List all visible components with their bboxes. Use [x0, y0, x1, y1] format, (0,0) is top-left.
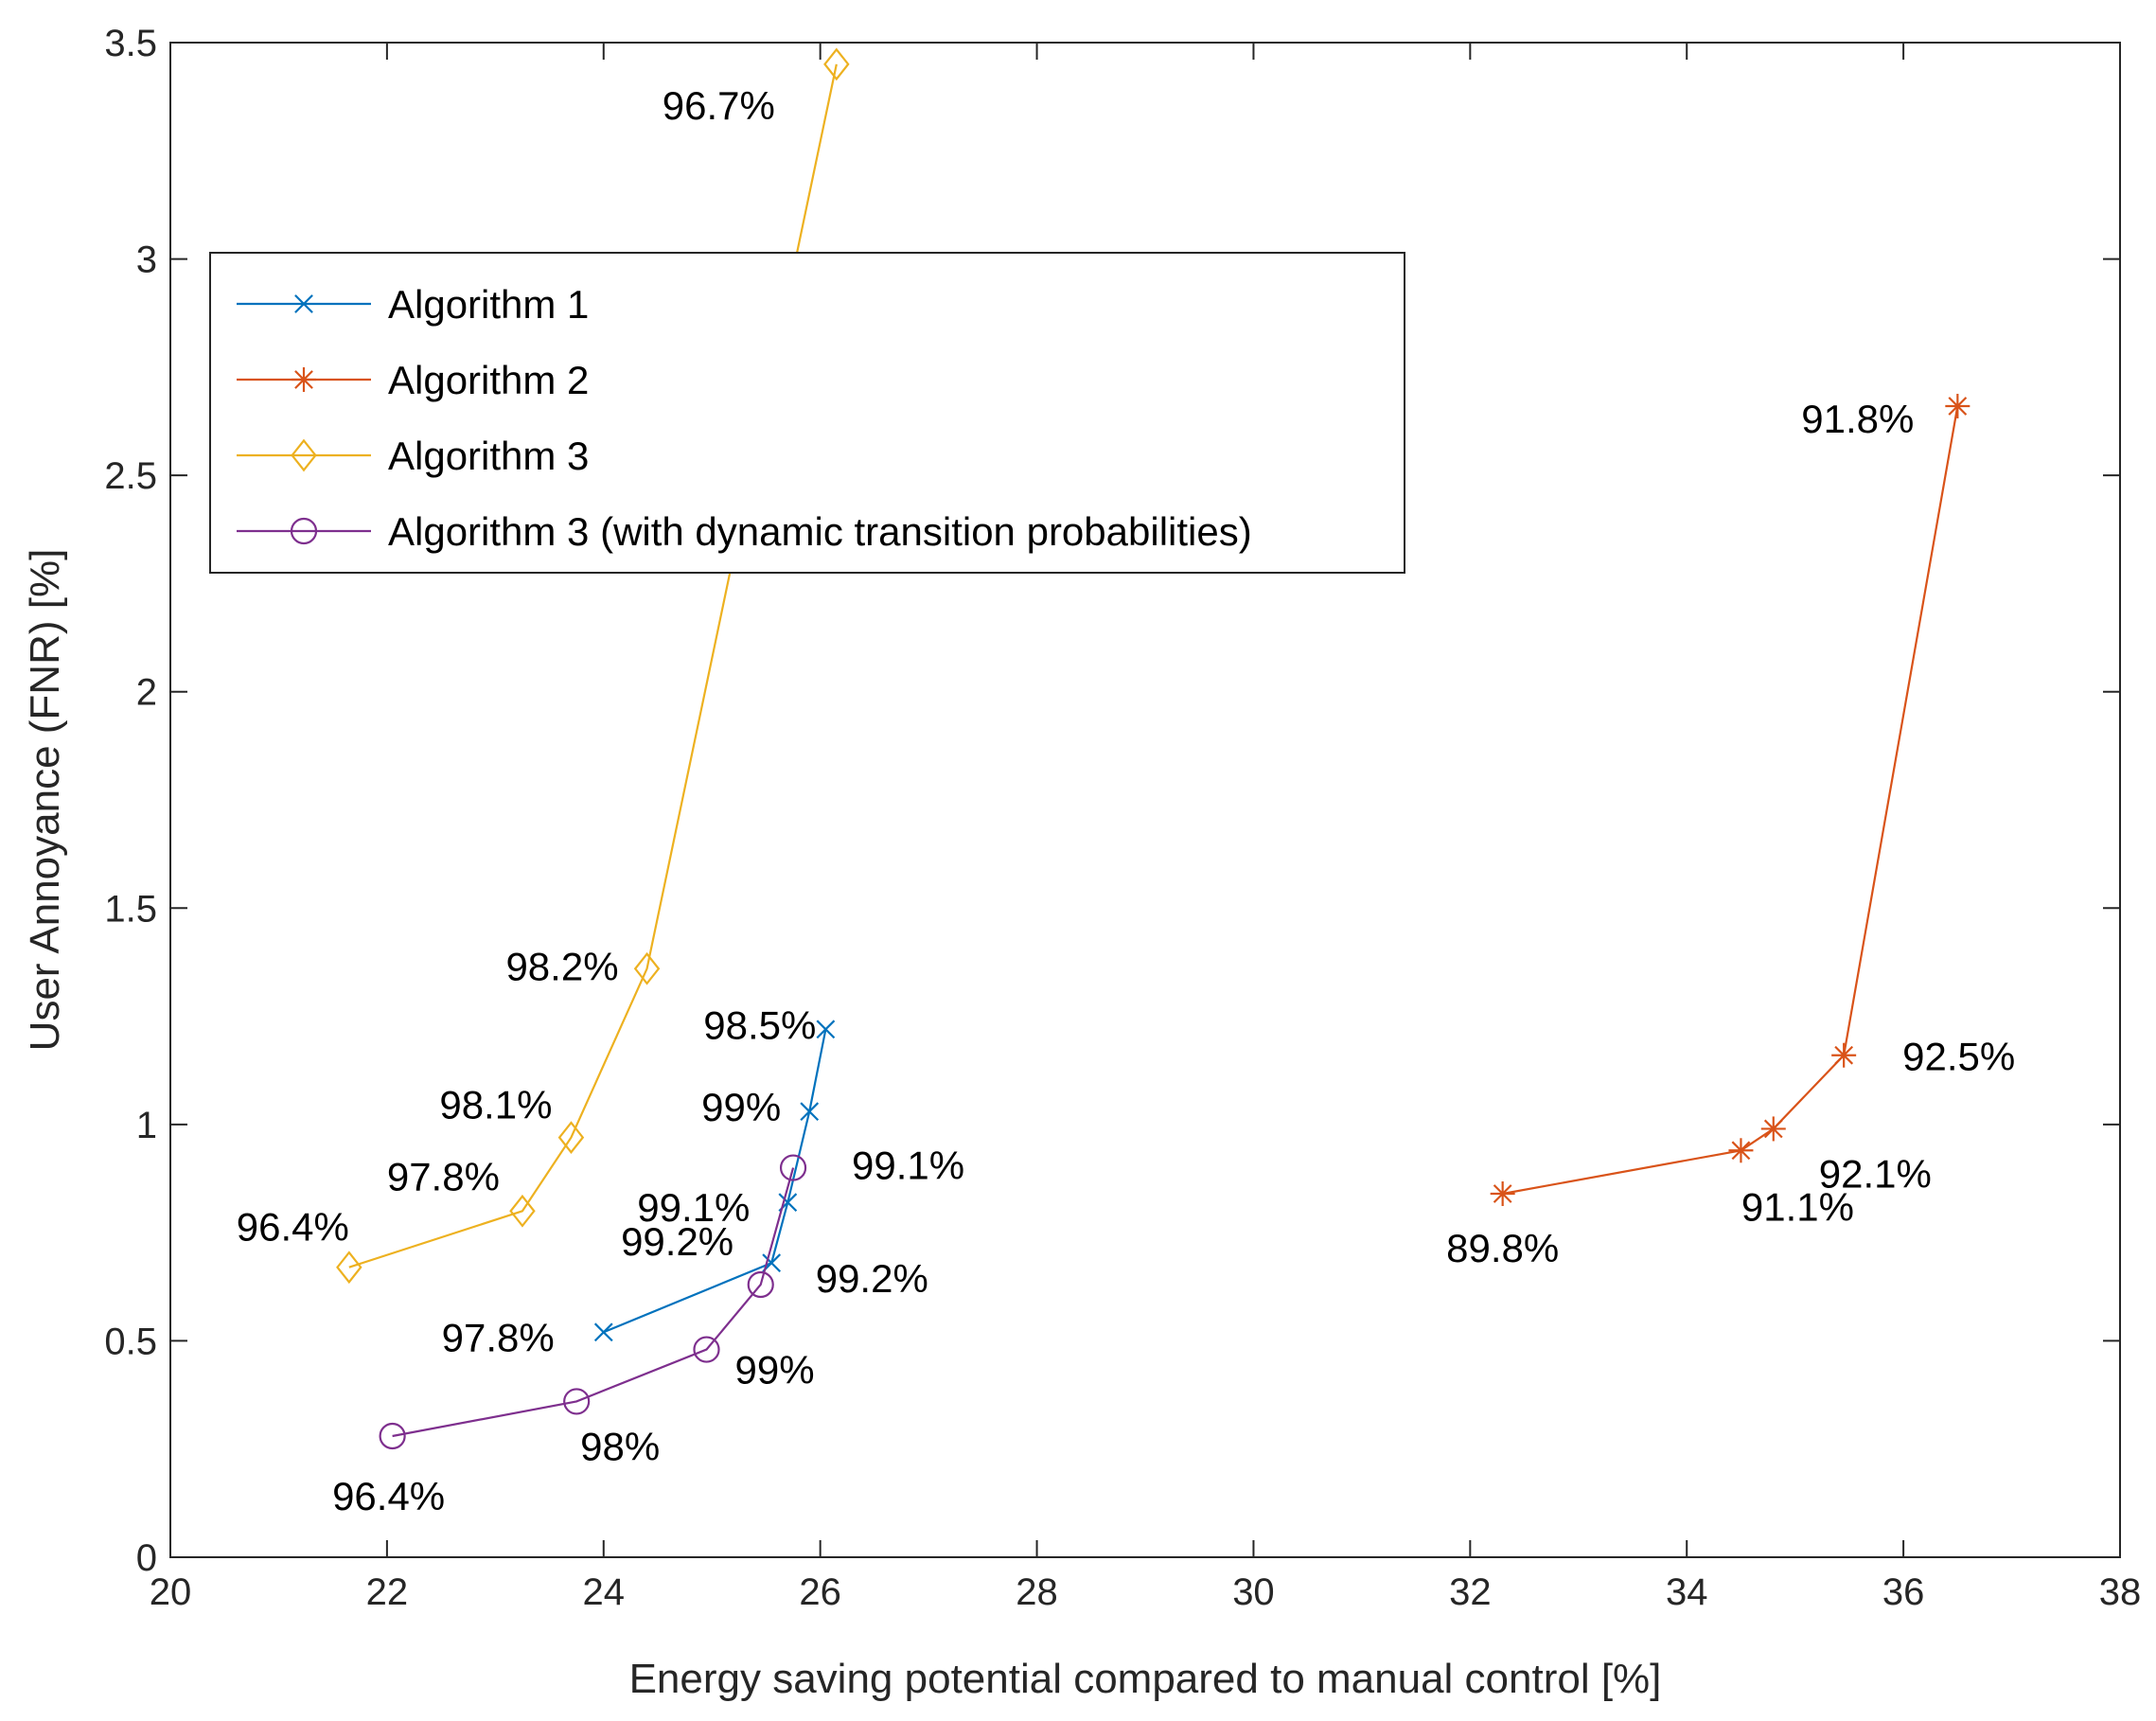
data-point-asterisk-marker	[1831, 1042, 1857, 1068]
data-label: 99%	[735, 1348, 815, 1393]
x-tick-label: 32	[1449, 1571, 1492, 1613]
data-label: 97.8%	[442, 1315, 555, 1359]
y-tick-label: 3.5	[104, 23, 157, 64]
data-label: 99.2%	[816, 1256, 928, 1301]
x-tick-label: 26	[799, 1571, 841, 1613]
x-tick-label: 20	[150, 1571, 192, 1613]
data-point-x-marker	[593, 1322, 613, 1342]
y-tick-label: 1	[136, 1105, 157, 1146]
series-line	[392, 1167, 795, 1438]
marker-stroke	[294, 294, 313, 313]
x-tick-label: 38	[2099, 1571, 2142, 1613]
y-tick-label: 0	[136, 1537, 157, 1579]
data-label: 99%	[701, 1085, 781, 1129]
series-line	[348, 63, 838, 1269]
legend-entry: Algorithm 1	[237, 282, 589, 327]
data-point-x-marker	[294, 294, 313, 313]
data-label: 92.1%	[1819, 1151, 1932, 1196]
x-tick-label: 30	[1232, 1571, 1275, 1613]
legend-box	[209, 252, 1405, 574]
y-tick-label: 2	[136, 672, 157, 714]
series-3	[336, 47, 850, 1285]
x-tick-label: 36	[1882, 1571, 1925, 1613]
data-label: 98%	[580, 1424, 660, 1468]
marker-stroke	[593, 1322, 613, 1342]
series-4	[379, 1154, 807, 1450]
data-label-layer: 97.8%99.2%99.1%99%98.5%89.8%91.1%92.1%92…	[237, 83, 2016, 1518]
x-tick-label: 24	[583, 1571, 626, 1613]
data-point-x-marker	[800, 1102, 820, 1122]
data-label: 99.1%	[637, 1185, 750, 1230]
data-label: 98.2%	[505, 944, 618, 988]
axes: 20 22 24 26 28 30 32 34 36 38 0 0.5 1 1.5 2 2.5 3 3.5	[104, 23, 2141, 1613]
y-tick-label: 1.5	[104, 888, 157, 930]
data-label: 96.4%	[332, 1474, 445, 1518]
x-tick-label: 34	[1666, 1571, 1708, 1613]
data-point-x-marker	[816, 1020, 836, 1039]
series-2	[1490, 394, 1970, 1206]
data-point-circle-marker	[693, 1336, 720, 1363]
legend-label: Algorithm 2	[388, 358, 589, 402]
legend-label: Algorithm 3 (with dynamic transition pro…	[388, 509, 1252, 554]
y-tick-label: 2.5	[104, 455, 157, 497]
data-label: 97.8%	[387, 1154, 500, 1198]
data-point-circle-marker	[747, 1270, 774, 1299]
marker-stroke	[816, 1020, 836, 1039]
legend-entry: Algorithm 3 (with dynamic transition pro…	[237, 509, 1252, 554]
data-label: 96.7%	[663, 83, 775, 128]
marker-stroke	[1731, 1141, 1751, 1161]
data-label: 99.1%	[852, 1144, 964, 1188]
data-point-asterisk-marker	[1760, 1116, 1786, 1142]
data-label: 92.5%	[1902, 1035, 2015, 1079]
data-point-asterisk-marker	[1490, 1181, 1515, 1206]
legend-label: Algorithm 1	[388, 282, 589, 327]
legend-entry: Algorithm 3	[237, 434, 589, 478]
data-label: 96.4%	[237, 1205, 349, 1250]
data-label: 98.5%	[703, 1002, 816, 1047]
data-label: 91.8%	[1801, 397, 1914, 441]
data-label: 98.1%	[439, 1083, 552, 1127]
data-point-diamond-marker	[291, 438, 317, 472]
data-point-asterisk-marker	[292, 367, 316, 392]
x-tick-label: 28	[1016, 1571, 1058, 1613]
marker-stroke	[294, 370, 313, 389]
marker-stroke	[1493, 1184, 1512, 1203]
legend: Algorithm 1 Algorithm 2 Algorithm 3 Algorit…	[209, 252, 1405, 574]
y-tick-label: 3	[136, 240, 157, 281]
series-layer	[336, 47, 1970, 1450]
legend-label: Algorithm 3	[388, 434, 589, 478]
axes-box	[169, 42, 2121, 1558]
data-point-diamond-marker	[336, 1251, 362, 1285]
data-point-diamond-marker	[509, 1194, 536, 1228]
data-point-circle-marker	[563, 1388, 591, 1415]
data-label: 99.2%	[621, 1219, 733, 1264]
data-point-diamond-marker	[823, 47, 850, 81]
data-point-diamond-marker	[633, 951, 661, 985]
marker-stroke	[800, 1102, 820, 1122]
marker-stroke	[1948, 397, 1968, 416]
data-label: 91.1%	[1741, 1184, 1854, 1229]
data-point-circle-marker	[379, 1422, 406, 1450]
legend-entry: Algorithm 2	[237, 358, 589, 402]
data-point-circle-marker	[779, 1154, 807, 1181]
x-tick-label: 22	[366, 1571, 409, 1613]
x-axis-label: Energy saving potential compared to manu…	[629, 1656, 1662, 1702]
data-point-diamond-marker	[557, 1121, 585, 1154]
marker-stroke	[1763, 1119, 1783, 1139]
data-point-circle-marker	[290, 517, 318, 545]
data-label: 89.8%	[1446, 1226, 1559, 1270]
data-point-asterisk-marker	[1945, 394, 1970, 418]
y-tick-label: 0.5	[104, 1321, 157, 1362]
y-axis-label: User Annoyance (FNR) [%]	[22, 549, 68, 1052]
data-point-asterisk-marker	[1728, 1138, 1754, 1163]
marker-stroke	[1834, 1045, 1854, 1065]
